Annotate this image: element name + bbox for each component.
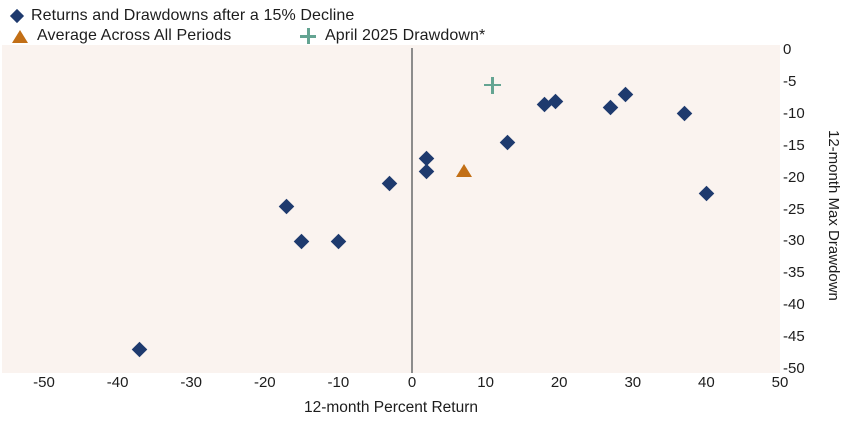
x-tick-label: -30 — [180, 374, 203, 391]
diamond-icon — [9, 8, 25, 24]
data-point-triangle — [455, 164, 472, 178]
data-point-diamond — [382, 176, 398, 192]
x-tick-label: -20 — [253, 374, 276, 391]
y-tick-label: 0 — [783, 41, 792, 58]
x-tick-label: 30 — [624, 374, 642, 391]
y-axis-title: 12-month Max Drawdown — [825, 129, 842, 301]
y-tick-label: -15 — [783, 136, 805, 154]
x-tick-label: 20 — [550, 374, 568, 391]
x-axis-title: 12-month Percent Return — [303, 399, 479, 416]
data-point-diamond — [499, 134, 516, 151]
y-tick-label: -35 — [783, 264, 805, 282]
data-point-diamond — [279, 198, 295, 215]
x-tick-label: -40 — [106, 374, 129, 391]
data-point-diamond — [293, 233, 310, 250]
plus-icon — [300, 28, 316, 44]
legend-april-label: April 2025 Drawdown* — [325, 27, 486, 44]
legend-item-returns: Returns and Drawdowns after a 15% Declin… — [9, 7, 355, 25]
x-tick-label: -50 — [33, 374, 55, 391]
legend-row-2: Average Across All Periods April 2025 Dr… — [12, 26, 485, 46]
legend-average-label: Average Across All Periods — [37, 27, 232, 44]
y-tick-label: -45 — [783, 328, 805, 346]
y-tick-label: -40 — [783, 296, 805, 314]
data-point-diamond — [676, 106, 693, 122]
zero-reference-line — [411, 48, 413, 373]
plot-area — [2, 45, 780, 373]
data-point-diamond — [698, 185, 715, 202]
y-tick-label: -20 — [783, 168, 805, 186]
legend-row-1: Returns and Drawdowns after a 15% Declin… — [9, 6, 355, 26]
legend-item-average: Average Across All Periods — [12, 27, 231, 45]
data-point-plus — [484, 76, 502, 94]
y-tick-label: -50 — [783, 360, 805, 377]
data-point-diamond — [602, 99, 619, 116]
y-tick-label: -5 — [783, 72, 797, 90]
data-point-diamond — [617, 86, 634, 103]
legend-item-april: April 2025 Drawdown* — [300, 26, 485, 46]
triangle-icon — [12, 29, 28, 43]
data-point-diamond — [418, 163, 435, 179]
x-tick-label: 40 — [698, 374, 715, 391]
y-tick-label: -30 — [783, 232, 805, 250]
x-tick-label: 10 — [477, 374, 494, 391]
x-tick-label: 0 — [407, 374, 417, 391]
data-point-diamond — [330, 233, 347, 250]
legend-returns-label: Returns and Drawdowns after a 15% Declin… — [31, 7, 355, 24]
x-tick-label: 50 — [771, 374, 789, 391]
x-tick-label: -10 — [327, 374, 350, 391]
data-point-diamond — [131, 342, 148, 358]
y-tick-label: -10 — [783, 104, 805, 122]
y-tick-label: -25 — [783, 200, 805, 218]
